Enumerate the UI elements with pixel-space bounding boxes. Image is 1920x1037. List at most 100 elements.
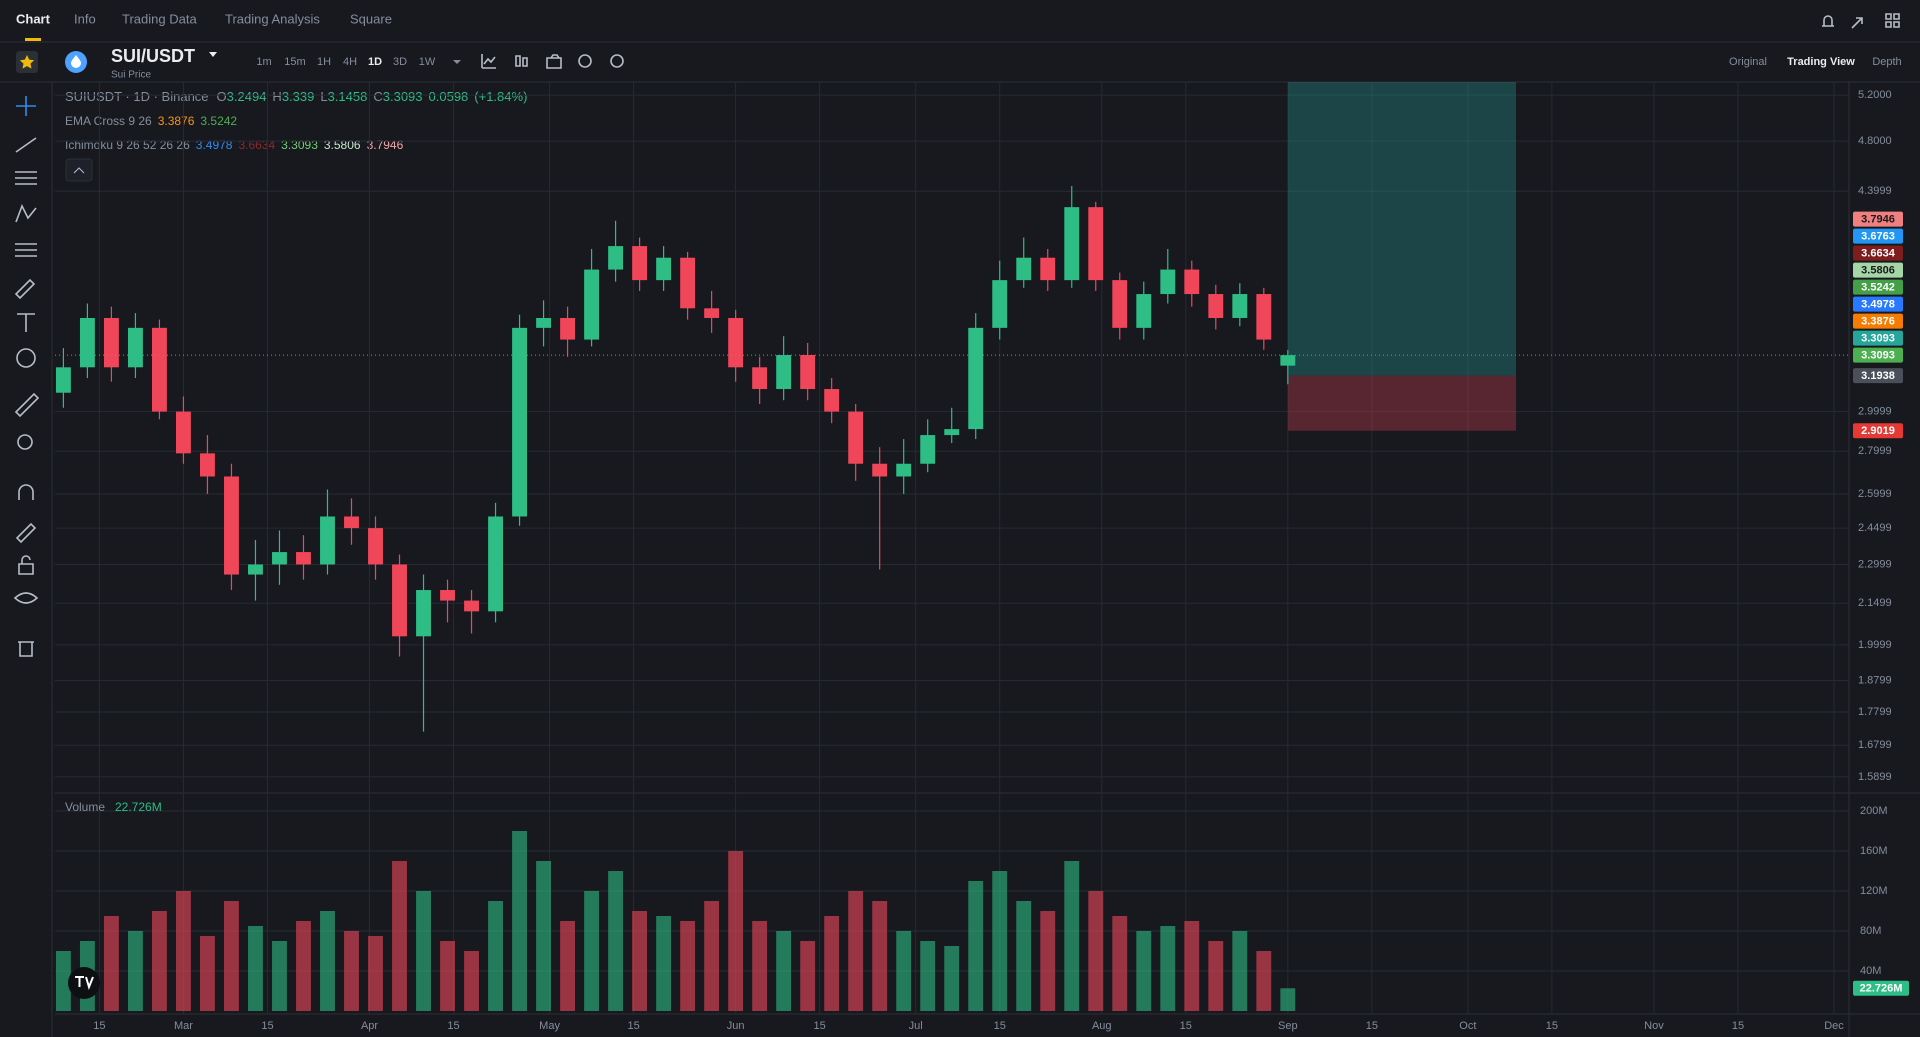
interval-option[interactable]: 1m: [256, 56, 271, 68]
visibility-tool[interactable]: [13, 592, 39, 604]
volume-bar: [320, 911, 335, 1011]
y-tick-label: 160M: [1860, 845, 1888, 857]
tab[interactable]: Square: [350, 11, 392, 26]
tab[interactable]: Chart: [16, 11, 51, 26]
price-badge-label: 3.3093: [1861, 350, 1895, 362]
price-badge: [1853, 347, 1903, 363]
view-option[interactable]: Original: [1729, 56, 1767, 68]
x-tick-label: Jul: [909, 1020, 923, 1032]
camera-icon[interactable]: [546, 54, 562, 69]
interval-group: 1m 15m 1H 4H 1D 3D 1W: [256, 56, 436, 68]
symbol[interactable]: SUI/USDT: [111, 46, 195, 66]
tab[interactable]: Trading Data: [122, 11, 197, 26]
layout-icon[interactable]: [1885, 13, 1900, 28]
volume-bar: [992, 871, 1008, 1011]
indicator-value: 3.5806: [324, 138, 361, 152]
volume-bar: [704, 901, 720, 1011]
candle-type-icon[interactable]: [515, 55, 528, 67]
candle-body: [55, 367, 71, 393]
expand-icon[interactable]: [1851, 17, 1863, 29]
volume-bar: [1112, 916, 1128, 1011]
zoom-tool[interactable]: [17, 434, 33, 450]
volume-bar: [608, 871, 624, 1011]
ohlc-prefix: O: [217, 89, 227, 104]
indicator-icon[interactable]: [481, 54, 496, 69]
interval-option[interactable]: 15m: [284, 56, 305, 68]
x-tick-label: 15: [261, 1020, 273, 1032]
y-tick-label: 1.5899: [1858, 771, 1892, 783]
interval-option[interactable]: 3D: [393, 56, 407, 68]
lock-drawings-tool[interactable]: [15, 522, 37, 544]
interval-option[interactable]: 4H: [343, 56, 357, 68]
candle-body: [103, 317, 119, 368]
indicator-value: 3.7946: [367, 138, 404, 152]
delete-tool[interactable]: [18, 641, 34, 657]
volume-bar: [680, 921, 696, 1011]
candle-body: [416, 590, 431, 637]
x-tick-label: Sep: [1278, 1020, 1298, 1032]
tab[interactable]: Trading Analysis: [225, 11, 320, 26]
candle-body: [296, 552, 311, 565]
chart-tools: [481, 54, 624, 69]
candle-body: [776, 355, 792, 390]
volume-bar: [752, 921, 768, 1011]
volume-bar: [896, 931, 912, 1011]
settings-icon[interactable]: [610, 54, 624, 68]
volume-bar: [1232, 931, 1248, 1011]
indicator-value: 3.4978: [196, 138, 233, 152]
volume-bar: [1136, 931, 1152, 1011]
candle-body: [440, 590, 455, 601]
candle-body: [392, 564, 407, 637]
candle-body: [1112, 280, 1128, 328]
volume-bar: [872, 901, 888, 1011]
emoji-tool[interactable]: [16, 348, 36, 368]
target-zone: [1288, 82, 1516, 376]
candle-body: [151, 327, 167, 412]
view-option[interactable]: Depth: [1872, 56, 1901, 68]
volume-bar: [344, 931, 359, 1011]
crosshair-tool[interactable]: [16, 96, 36, 116]
candle-body: [1136, 294, 1152, 328]
volume-bar: [440, 941, 455, 1011]
candle-body: [464, 600, 479, 612]
candle-body: [896, 463, 912, 477]
projection-tool[interactable]: [15, 243, 37, 257]
magnet-tool[interactable]: [18, 484, 34, 500]
symbol-dropdown[interactable]: [209, 52, 217, 57]
indicator-value: 3.3093: [281, 138, 318, 152]
y-tick-label: 1.7799: [1858, 706, 1892, 718]
volume-bar: [1256, 951, 1272, 1011]
price-badge-label: 2.9019: [1861, 425, 1895, 437]
fib-tool[interactable]: [15, 171, 37, 185]
text-tool[interactable]: [17, 313, 35, 332]
lock-tool[interactable]: [18, 555, 34, 575]
interval-option[interactable]: 1D: [368, 56, 382, 68]
candle-body: [560, 317, 576, 340]
price-badge: [1853, 330, 1903, 346]
symbol-subtitle[interactable]: Sui Price: [111, 70, 151, 81]
y-tick-label: 1.6799: [1858, 739, 1892, 751]
volume-bar: [416, 891, 431, 1011]
candle-body: [968, 327, 984, 430]
interval-option[interactable]: 1W: [419, 56, 436, 68]
collapse-icon: [73, 167, 85, 174]
tab[interactable]: Info: [74, 11, 96, 26]
volume-bar: [656, 916, 672, 1011]
collapse-legend-button[interactable]: [65, 158, 93, 182]
add-icon[interactable]: [578, 54, 592, 68]
indicator-name: Ichimoku 9 26 52 26 26: [65, 138, 190, 152]
candle-body: [728, 317, 744, 368]
view-option[interactable]: Trading View: [1787, 56, 1855, 68]
volume-bar: [968, 881, 984, 1011]
pattern-tool[interactable]: [15, 204, 37, 223]
trendline-tool[interactable]: [15, 137, 37, 153]
price-badge-label: 3.6763: [1861, 231, 1895, 243]
volume-bar: [560, 921, 576, 1011]
bell-icon[interactable]: [1822, 15, 1834, 27]
brush-tool[interactable]: [14, 278, 36, 300]
interval-option[interactable]: 1H: [317, 56, 331, 68]
interval-dropdown[interactable]: [453, 60, 461, 64]
ruler-tool[interactable]: [14, 392, 40, 418]
coin-logo-drop: [71, 55, 81, 68]
